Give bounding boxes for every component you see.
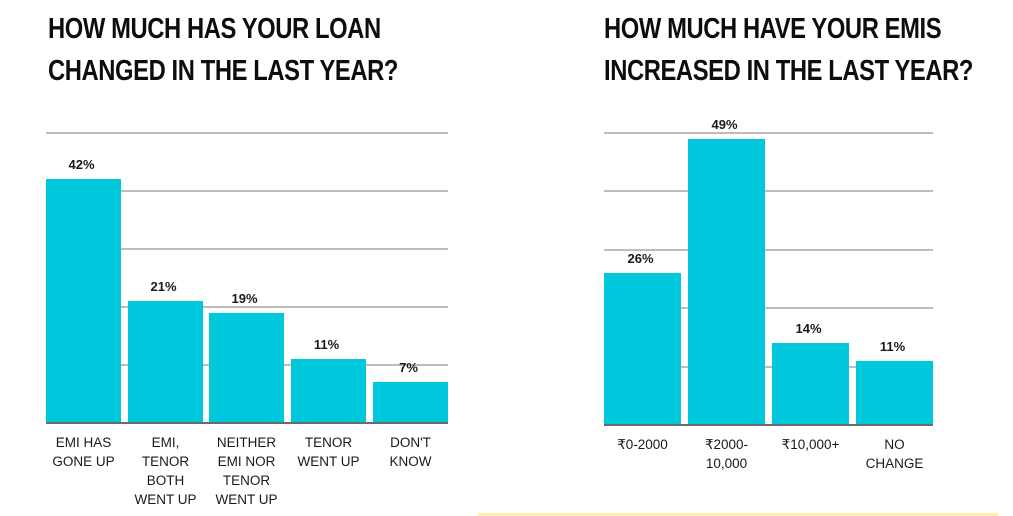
left-bar-chart: 42% EMI HAS GONE UP 21% EMI, TENOR BOTH WEN… [46, 132, 448, 507]
gridline [604, 190, 933, 193]
gridline [46, 306, 448, 308]
right-bar-chart: 26% ₹0-2000 49% ₹2000- 10,000 14% ₹10,000+ 11%… [604, 117, 933, 471]
gridline [604, 307, 933, 310]
x-axis-baseline [46, 422, 448, 424]
right-title-line-2: INCREASED IN THE LAST YEAR? [604, 55, 974, 87]
gridline [604, 248, 933, 251]
right-chart-title: HOW MUCH HAVE YOUR EMIS INCREASED IN THE… [604, 8, 973, 92]
bar-value-label: 21% [150, 279, 177, 295]
bar-value-label: 14% [795, 321, 822, 337]
category-label: NO CHANGE [865, 437, 924, 471]
left-title-line-2: CHANGED IN THE LAST YEAR? [48, 55, 398, 87]
bar-value-label: 11% [313, 337, 340, 353]
bar-value-label: 7% [399, 360, 418, 376]
category-label: ₹2000- 10,000 [704, 437, 749, 471]
accent-divider [478, 513, 998, 516]
bar [772, 343, 849, 425]
gridline [604, 365, 933, 368]
bar-value-label: 42% [68, 157, 95, 173]
gridline [46, 248, 448, 250]
bar [688, 138, 765, 425]
bar [128, 301, 203, 423]
right-title-line-1: HOW MUCH HAVE YOUR EMIS [604, 13, 942, 45]
x-axis-baseline [604, 424, 933, 426]
bar-value-label: 26% [627, 251, 654, 267]
category-label: EMI, TENOR BOTH WENT UP [134, 435, 197, 507]
category-label: DON'T KNOW [389, 435, 432, 469]
category-label: ₹10,000+ [781, 437, 840, 452]
bar-value-label: 11% [879, 338, 906, 354]
bar-value-label: 19% [231, 290, 258, 306]
bar [209, 312, 284, 423]
bar [604, 273, 681, 425]
gridline [46, 190, 448, 192]
left-chart-title: HOW MUCH HAS YOUR LOAN CHANGED IN THE LA… [48, 8, 398, 92]
gridline [46, 132, 448, 134]
bar [46, 179, 121, 423]
bar-value-label: 49% [711, 116, 738, 132]
bar [291, 359, 366, 423]
category-label: TENOR WENT UP [297, 435, 360, 469]
category-label: EMI HAS GONE UP [52, 435, 115, 469]
gridline [604, 132, 933, 134]
category-label: NEITHER EMI NOR TENOR WENT UP [215, 435, 278, 507]
bar [856, 360, 933, 425]
category-label: ₹0-2000 [617, 437, 668, 452]
left-title-line-1: HOW MUCH HAS YOUR LOAN [48, 13, 381, 45]
bar [373, 382, 448, 423]
